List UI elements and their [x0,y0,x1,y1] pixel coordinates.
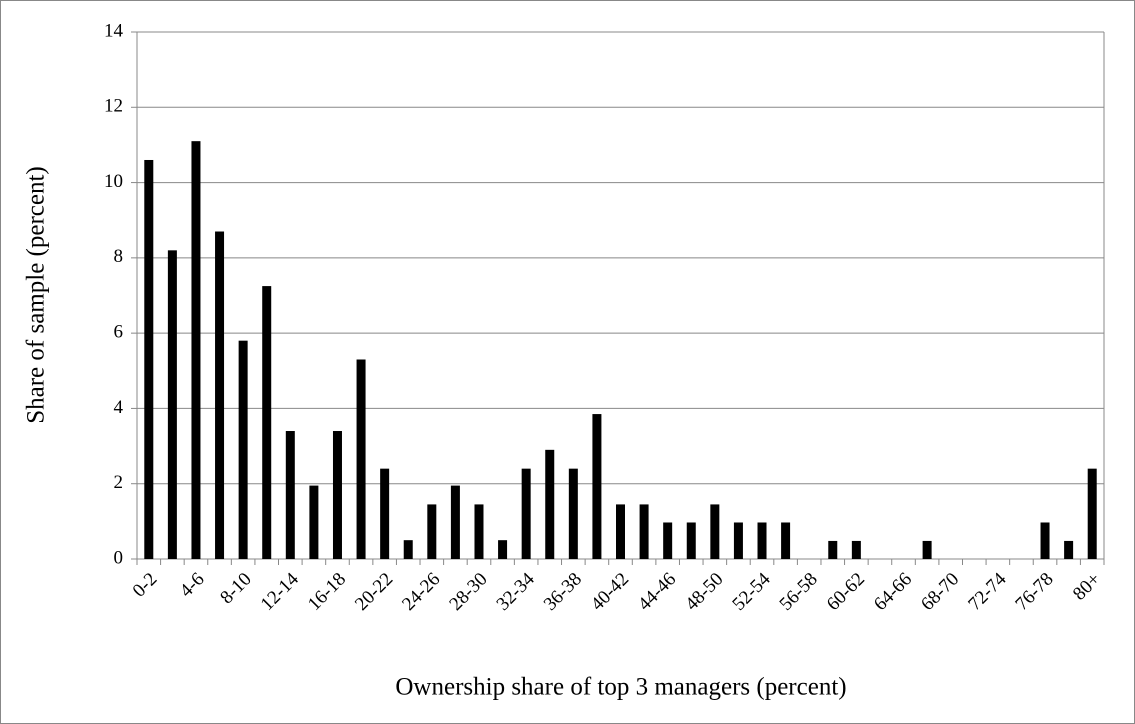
y-tick-label: 0 [114,547,124,568]
bar [403,540,413,559]
bar [663,522,673,559]
y-tick-label: 10 [104,171,123,192]
y-tick-label: 2 [114,472,124,493]
bar [851,540,861,559]
bar [1040,522,1050,559]
bar [1087,468,1097,559]
bar [733,522,743,559]
bar [592,414,602,559]
bar [710,504,720,559]
y-tick-label: 12 [104,96,123,117]
bar [427,504,437,559]
y-tick-label: 14 [104,20,124,41]
bar [356,359,366,559]
y-tick-label: 8 [114,246,124,267]
bar [616,504,625,559]
bar [144,159,154,559]
bar [828,540,838,559]
bar [309,485,319,559]
bar [191,141,201,559]
bar [922,540,932,559]
bar [474,504,484,559]
bar [1064,540,1074,559]
bar [639,504,649,559]
bar [521,468,531,559]
y-axis-title: Share of sample (percent) [23,166,50,424]
bar [686,522,696,559]
bar [238,340,248,559]
y-tick-label: 4 [114,397,124,418]
bar [450,485,460,559]
bar [781,522,791,559]
bar [545,449,555,559]
bar [380,468,390,559]
bar [167,250,177,560]
bar [215,231,225,559]
x-axis-title: Ownership share of top 3 managers (perce… [395,674,846,701]
bar [757,522,767,559]
bar [262,286,272,559]
bar [285,431,295,559]
bar [568,468,578,559]
bar [332,431,342,559]
y-tick-label: 6 [114,322,124,343]
bar [498,540,508,559]
